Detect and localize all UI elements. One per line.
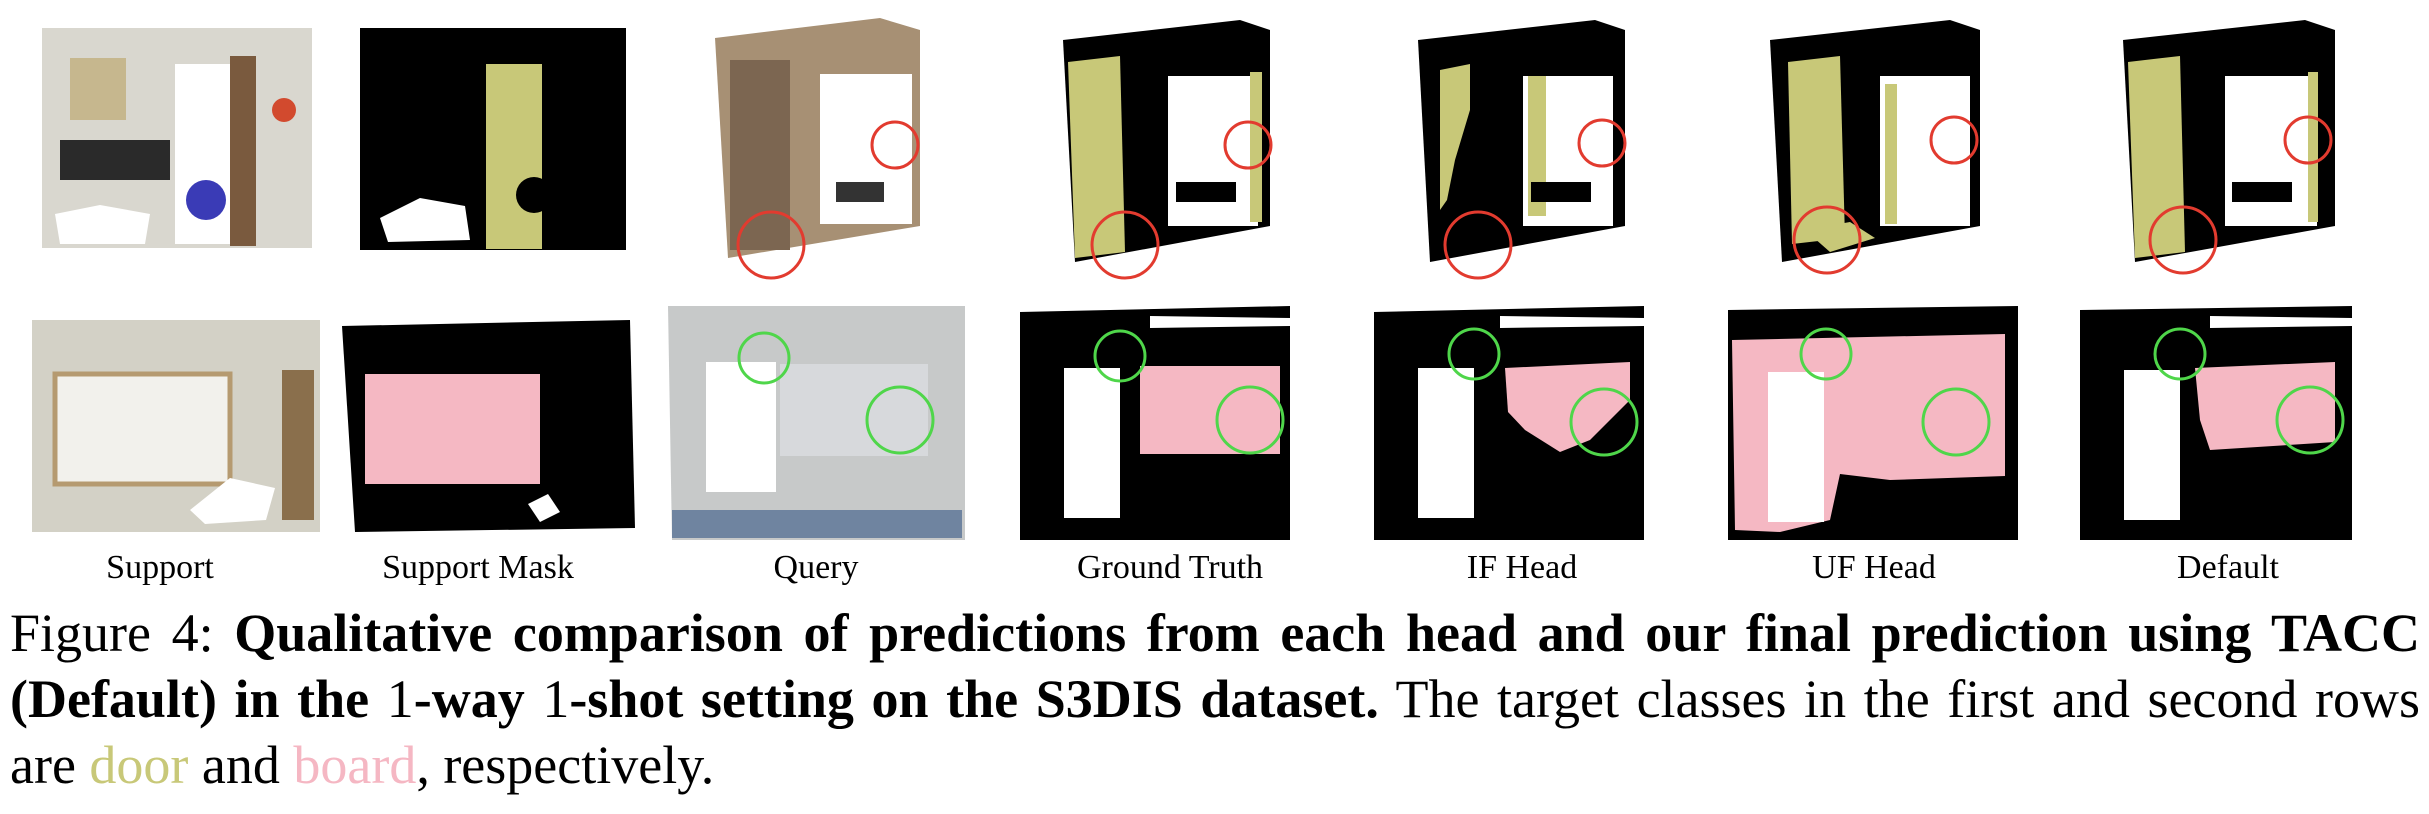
caption-class-door: door [89, 735, 189, 795]
panel-r2-support [32, 320, 320, 532]
column-label-query: Query [773, 549, 859, 586]
panel-r2-uf-head [1728, 306, 2018, 540]
row2-highlight-circles [737, 327, 2345, 457]
panel-r1-uf-head [1770, 20, 1980, 262]
column-label-default: Default [2177, 549, 2279, 586]
caption-prefix: Figure 4: [10, 603, 235, 663]
panel-r2-default [2080, 306, 2352, 540]
column-label-if-head: IF Head [1466, 549, 1578, 586]
figure-panels [32, 18, 2352, 540]
column-label-support-mask: Support Mask [382, 549, 574, 586]
caption-text: The target classes in the first and seco… [10, 669, 2420, 795]
panel-r2-ground-truth [1020, 306, 1290, 540]
panel-r1-support [42, 28, 312, 248]
panel-r2-if-head [1374, 306, 1644, 540]
row1-highlight-circles [736, 115, 2333, 280]
panel-r1-support-mask [360, 28, 626, 250]
column-label-uf-head: UF Head [1812, 549, 1936, 586]
panel-r2-support-mask [342, 320, 635, 532]
column-label-support: Support [106, 549, 214, 586]
column-label-ground-truth: Ground Truth [1076, 549, 1264, 586]
panel-r1-ground-truth [1063, 20, 1270, 262]
panel-r2-query [668, 306, 965, 540]
panel-r1-if-head [1418, 20, 1625, 262]
figure-caption: Figure 4: Qualitative comparison of pred… [10, 600, 2420, 798]
caption-bold-title: Qualitative comparison of predictions fr… [10, 603, 2420, 729]
caption-class-board: board [293, 735, 417, 795]
panel-r1-default [2123, 20, 2335, 262]
panel-r1-query [715, 18, 920, 258]
